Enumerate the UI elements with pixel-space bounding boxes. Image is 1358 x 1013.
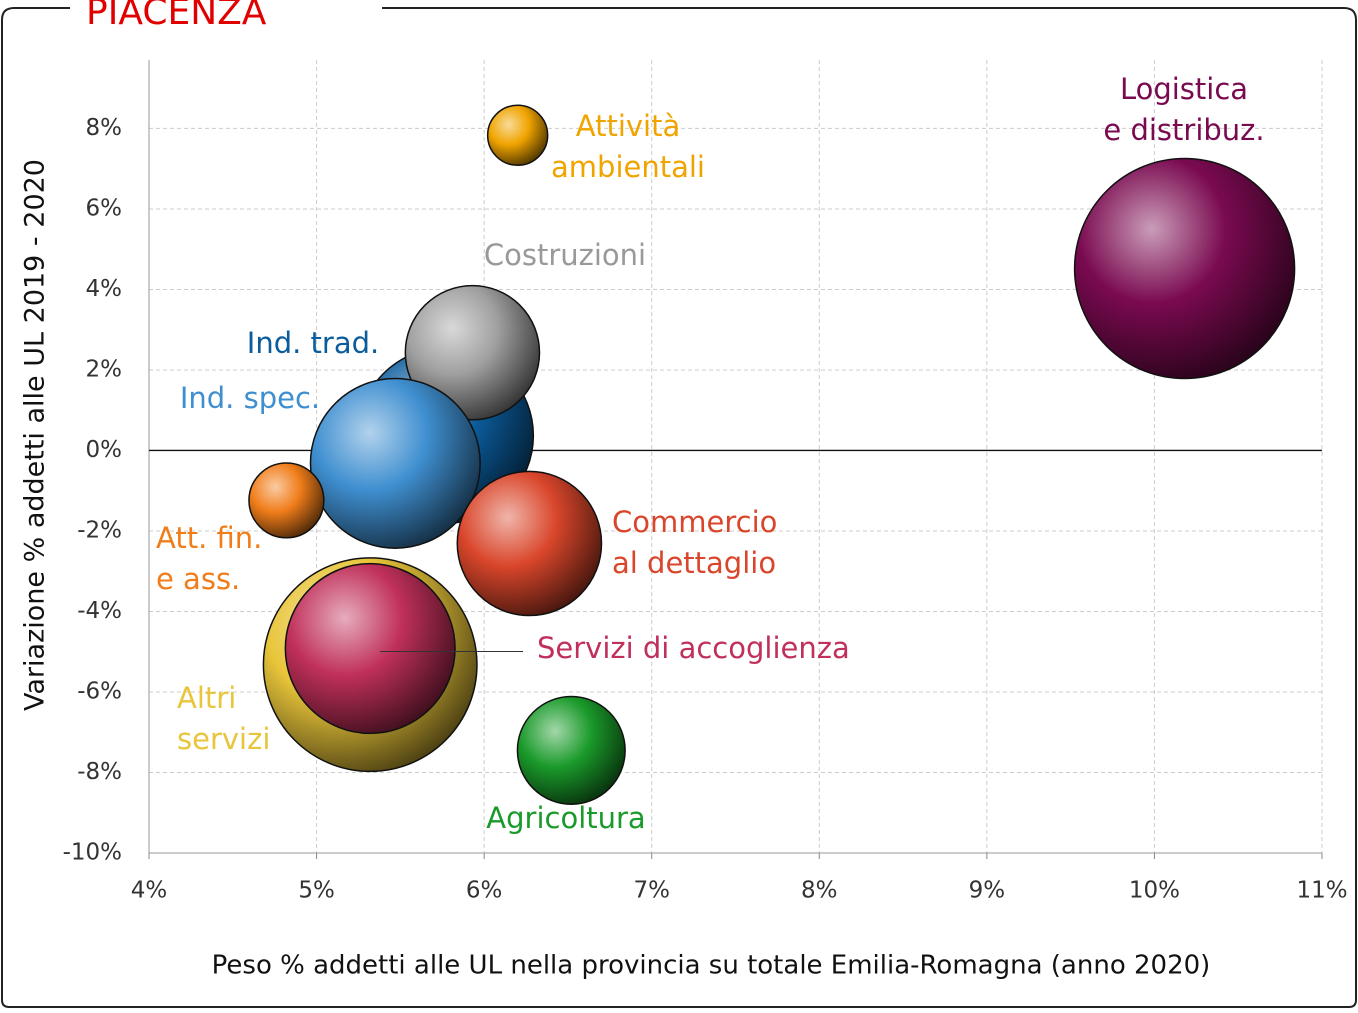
chart-title: PIACENZA — [86, 0, 267, 33]
data-label: Commercio — [612, 505, 777, 539]
bubble — [486, 104, 549, 167]
bubble — [309, 377, 481, 549]
data-label: e distribuz. — [1103, 113, 1264, 147]
data-label: Ind. trad. — [247, 326, 379, 360]
y-tick-label: -10% — [63, 840, 122, 866]
x-tick-label: 8% — [801, 878, 838, 904]
data-label: Attività — [576, 109, 681, 143]
bubble — [516, 695, 626, 805]
x-tick-label: 11% — [1296, 878, 1347, 904]
x-tick-label: 10% — [1129, 878, 1180, 904]
y-tick-label: 2% — [86, 356, 123, 382]
data-label: al dettaglio — [612, 546, 776, 580]
data-label: Altri — [177, 681, 236, 715]
x-tick-label: 7% — [633, 878, 670, 904]
y-tick-label: -4% — [77, 598, 122, 624]
frame — [1, 7, 1357, 1008]
data-labels: Attività ambientali Logistica e distribuz. I… — [156, 72, 1265, 835]
y-axis-label: Variazione % addetti alle UL 2019 - 2020 — [20, 159, 51, 711]
y-tick-label: 0% — [86, 437, 123, 463]
bubble — [1073, 157, 1296, 380]
y-tick-label: 4% — [86, 276, 123, 302]
y-tick-label: 6% — [86, 195, 123, 221]
y-tick-label: -2% — [77, 517, 122, 543]
bubble — [456, 470, 603, 617]
x-axis-label: Peso % addetti alle UL nella provincia s… — [212, 951, 1211, 981]
data-label: Servizi di accoglienza — [537, 631, 850, 665]
data-label: Costruzioni — [484, 238, 646, 272]
y-tick-label: 8% — [86, 115, 123, 141]
data-label: e ass. — [156, 562, 240, 596]
data-label: ambientali — [551, 150, 705, 184]
y-tick-label: -6% — [77, 678, 122, 704]
data-label: Logistica — [1120, 72, 1248, 106]
data-label: Agricoltura — [486, 801, 645, 835]
y-tick-label: -8% — [77, 759, 122, 785]
data-label: servizi — [177, 722, 270, 756]
x-tick-label: 6% — [466, 878, 503, 904]
bubble — [284, 562, 456, 735]
bubbles — [248, 104, 1296, 805]
data-label: Ind. spec. — [180, 381, 320, 415]
x-tick-label: 9% — [969, 878, 1006, 904]
x-tick-label: 5% — [298, 878, 335, 904]
data-label: Att. fin. — [156, 521, 262, 555]
bubble — [404, 284, 541, 421]
bubble — [248, 462, 325, 539]
x-tick-label: 4% — [131, 878, 168, 904]
